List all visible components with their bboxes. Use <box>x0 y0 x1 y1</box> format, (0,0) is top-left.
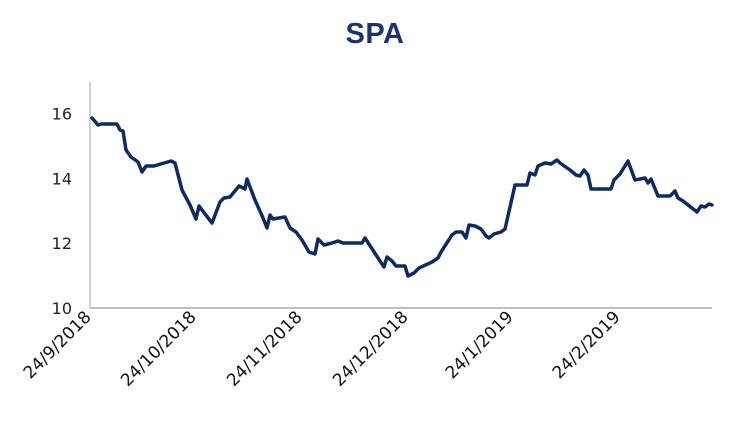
y-tick-label: 16 <box>52 105 72 124</box>
series-line-spa <box>90 116 714 278</box>
x-axis-ticks: 24/9/2018 24/10/2018 24/11/2018 24/12/2018 2… <box>20 307 625 390</box>
x-tick-label: 24/11/2018 <box>223 307 306 390</box>
x-tick-label: 24/9/2018 <box>20 307 96 383</box>
x-tick-label: 24/2/2019 <box>549 307 625 383</box>
y-tick-label: 12 <box>52 234 72 253</box>
y-axis-ticks: 10 12 14 16 <box>52 105 72 318</box>
x-tick-label: 24/12/2018 <box>329 307 412 390</box>
x-tick-label: 24/10/2018 <box>117 307 200 390</box>
y-tick-label: 14 <box>52 169 72 188</box>
chart-title: SPA <box>345 18 405 50</box>
y-tick-label: 10 <box>52 299 72 318</box>
x-tick-label: 24/1/2019 <box>442 307 518 383</box>
